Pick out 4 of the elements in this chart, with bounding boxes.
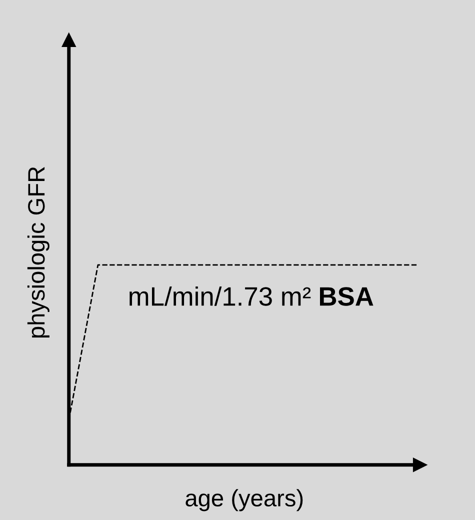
x-axis-title: age (years) (186, 489, 303, 512)
y-axis-title: physiologic GFR (27, 166, 50, 338)
annotation: mL/min/1.73 m² (130, 286, 311, 306)
annotation: BSA (320, 287, 374, 306)
